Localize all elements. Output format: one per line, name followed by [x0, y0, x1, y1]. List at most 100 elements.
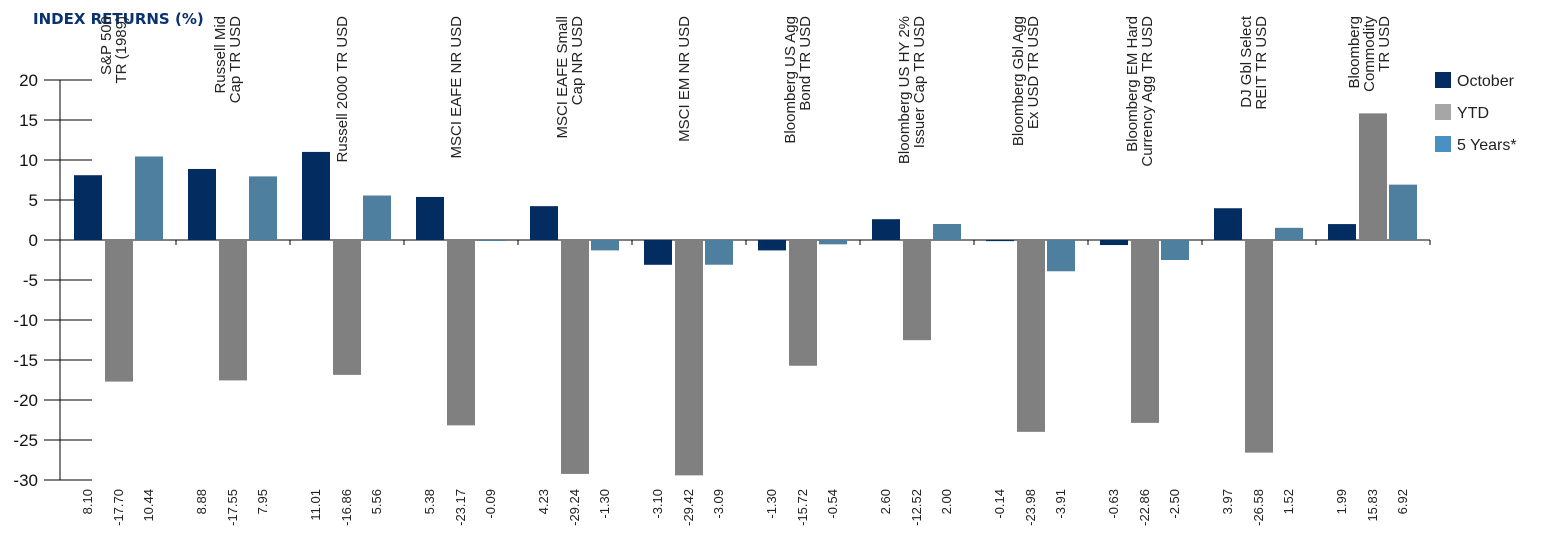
value-label: -15.72	[795, 489, 810, 526]
value-label: -0.63	[1106, 489, 1121, 519]
value-label: 5.38	[422, 489, 437, 514]
legend-label: 5 Years*	[1457, 137, 1517, 154]
value-label: 6.92	[1395, 489, 1410, 514]
y-tick-label: 15	[19, 111, 38, 130]
bar-ytd-3	[447, 240, 475, 426]
bar-5-years--5	[705, 240, 733, 265]
bar-5-years--11	[1389, 184, 1417, 240]
bar-october-11	[1328, 224, 1356, 240]
y-tick-label: -30	[13, 471, 38, 490]
y-tick-label: -15	[13, 351, 38, 370]
value-label: -23.17	[453, 489, 468, 526]
value-label: 7.95	[255, 489, 270, 514]
category-label: Bloomberg US HY 2%Issuer Cap TR USD	[896, 16, 928, 164]
value-label: 2.60	[878, 489, 893, 514]
bar-october-7	[872, 219, 900, 240]
category-label: MSCI EM NR USD	[676, 16, 693, 142]
legend-label: October	[1457, 73, 1515, 90]
y-tick-label: 10	[19, 151, 38, 170]
y-tick-label: -25	[13, 431, 38, 450]
value-label: -1.30	[764, 489, 779, 519]
bar-ytd-6	[789, 240, 817, 366]
value-label: -29.42	[681, 489, 696, 526]
value-label: -12.52	[909, 489, 924, 526]
value-label: 1.52	[1281, 489, 1296, 514]
value-label: -17.70	[111, 489, 126, 526]
bar-ytd-4	[561, 240, 589, 474]
value-label: 5.56	[369, 489, 384, 514]
bar-october-0	[74, 175, 102, 240]
bar-5-years--9	[1161, 240, 1189, 260]
legend-swatch	[1435, 104, 1451, 120]
bar-october-8	[986, 240, 1014, 242]
value-label: -3.10	[650, 489, 665, 519]
bar-5-years--6	[819, 240, 847, 245]
bar-5-years--7	[933, 224, 961, 240]
bar-october-5	[644, 240, 672, 265]
category-labels-group: S&P 500TR (1989) Russell MidCap TR USD Rus…	[98, 15, 1393, 166]
value-label: 10.44	[141, 489, 156, 522]
category-label: MSCI EAFE SmallCap NR USD	[554, 16, 586, 139]
chart-title: INDEX RETURNS (%)	[33, 10, 204, 28]
bar-ytd-2	[333, 240, 361, 375]
value-label: -26.58	[1251, 489, 1266, 526]
value-label: 8.10	[80, 489, 95, 514]
category-label: BloombergCommodityTR USD	[1346, 16, 1393, 92]
category-label: Bloomberg EM HardCurrency Agg TR USD	[1124, 16, 1156, 167]
bar-october-10	[1214, 208, 1242, 240]
value-label: -16.86	[339, 489, 354, 526]
category-label: Russell 2000 TR USD	[334, 16, 351, 163]
bar-october-9	[1100, 240, 1128, 246]
value-label: -2.50	[1167, 489, 1182, 519]
category-label: Bloomberg US AggBond TR USD	[782, 16, 814, 144]
legend-swatch	[1435, 72, 1451, 88]
bar-ytd-8	[1017, 240, 1045, 432]
bar-ytd-0	[105, 240, 133, 382]
category-label: S&P 500TR (1989)	[98, 16, 130, 84]
value-label: 11.01	[308, 489, 323, 521]
value-label: -22.86	[1137, 489, 1152, 526]
bar-october-3	[416, 196, 444, 240]
bar-october-2	[302, 151, 330, 240]
bar-5-years--2	[363, 195, 391, 240]
value-label: -17.55	[225, 489, 240, 526]
y-tick-label: 5	[29, 191, 38, 210]
y-tick-label: 20	[19, 71, 38, 90]
y-tick-label: 0	[29, 231, 38, 250]
category-label: Russell MidCap TR USD	[212, 16, 244, 103]
bar-ytd-9	[1131, 240, 1159, 423]
category-label: MSCI EAFE NR USD	[448, 16, 465, 159]
value-label: -0.54	[825, 489, 840, 519]
bar-5-years--3	[477, 240, 505, 241]
y-tick-label: -20	[13, 391, 38, 410]
y-tick-label: -10	[13, 311, 38, 330]
axes-group: 20 15 10 5 0 -5 -10 -15 -20 -25 -30	[13, 71, 1431, 490]
bar-ytd-5	[675, 240, 703, 476]
value-label: 1.99	[1334, 489, 1349, 514]
legend: October YTD 5 Years*	[1435, 72, 1517, 154]
value-label: -3.09	[711, 489, 726, 519]
value-label: -0.14	[992, 489, 1007, 519]
value-label: -0.09	[483, 489, 498, 519]
bar-5-years--10	[1275, 227, 1303, 240]
value-label: -3.91	[1053, 489, 1068, 519]
value-label: 15.83	[1365, 489, 1380, 522]
category-label: Bloomberg Gbl AggEx USD TR USD	[1010, 16, 1042, 146]
legend-swatch	[1435, 136, 1451, 152]
value-label: 2.00	[939, 489, 954, 514]
value-label: 8.88	[194, 489, 209, 514]
value-label: -23.98	[1023, 489, 1038, 526]
value-labels-group: 8.10 8.88 11.01 5.38 4.23 -3.10 -1.30 2.60 -0.14…	[80, 489, 1410, 526]
bar-5-years--8	[1047, 240, 1075, 272]
value-label: -29.24	[567, 489, 582, 526]
bar-ytd-7	[903, 240, 931, 341]
bars-group	[74, 113, 1417, 476]
category-label: DJ Gbl SelectREIT TR USD	[1238, 15, 1270, 109]
bar-5-years--1	[249, 176, 277, 240]
value-label: 3.97	[1220, 489, 1235, 514]
bar-ytd-11	[1359, 113, 1387, 240]
bar-ytd-10	[1245, 240, 1273, 453]
bar-5-years--0	[135, 156, 163, 240]
value-label: -1.30	[597, 489, 612, 519]
bar-ytd-1	[219, 240, 247, 381]
